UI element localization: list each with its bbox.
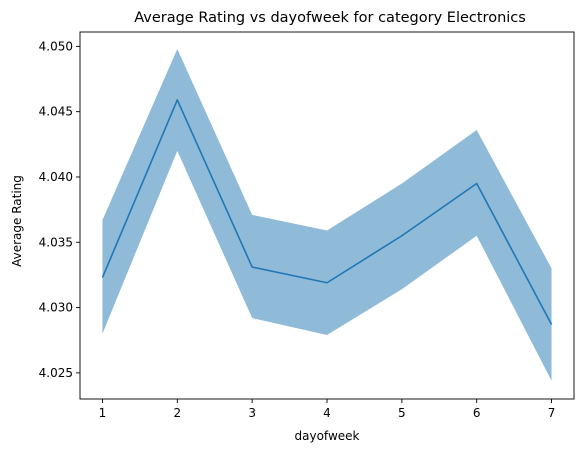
y-tick-label: 4.040 bbox=[39, 170, 73, 184]
y-tick-label: 4.050 bbox=[39, 39, 73, 53]
x-tick-label: 2 bbox=[173, 406, 181, 420]
x-tick-label: 7 bbox=[548, 406, 556, 420]
x-axis-label: dayofweek bbox=[295, 429, 360, 443]
chart-title: Average Rating vs dayofweek for category… bbox=[134, 10, 526, 26]
x-tick-label: 6 bbox=[473, 406, 481, 420]
y-tick-label: 4.030 bbox=[39, 301, 73, 315]
x-tick-label: 5 bbox=[398, 406, 406, 420]
y-tick-label: 4.035 bbox=[39, 235, 73, 249]
y-axis-label: Average Rating bbox=[10, 175, 24, 267]
plot-area: 1 2 3 4 5 6 7 4.025 4.030 4.035 4.040 4.045 4.050 bbox=[39, 31, 575, 420]
x-tick-label: 4 bbox=[323, 406, 331, 420]
y-tick-label: 4.025 bbox=[39, 366, 73, 380]
y-tick-label: 4.045 bbox=[39, 105, 73, 119]
x-tick-label: 1 bbox=[99, 406, 107, 420]
confidence-band bbox=[102, 48, 552, 381]
x-tick-label: 3 bbox=[248, 406, 256, 420]
series-line bbox=[101, 99, 553, 325]
